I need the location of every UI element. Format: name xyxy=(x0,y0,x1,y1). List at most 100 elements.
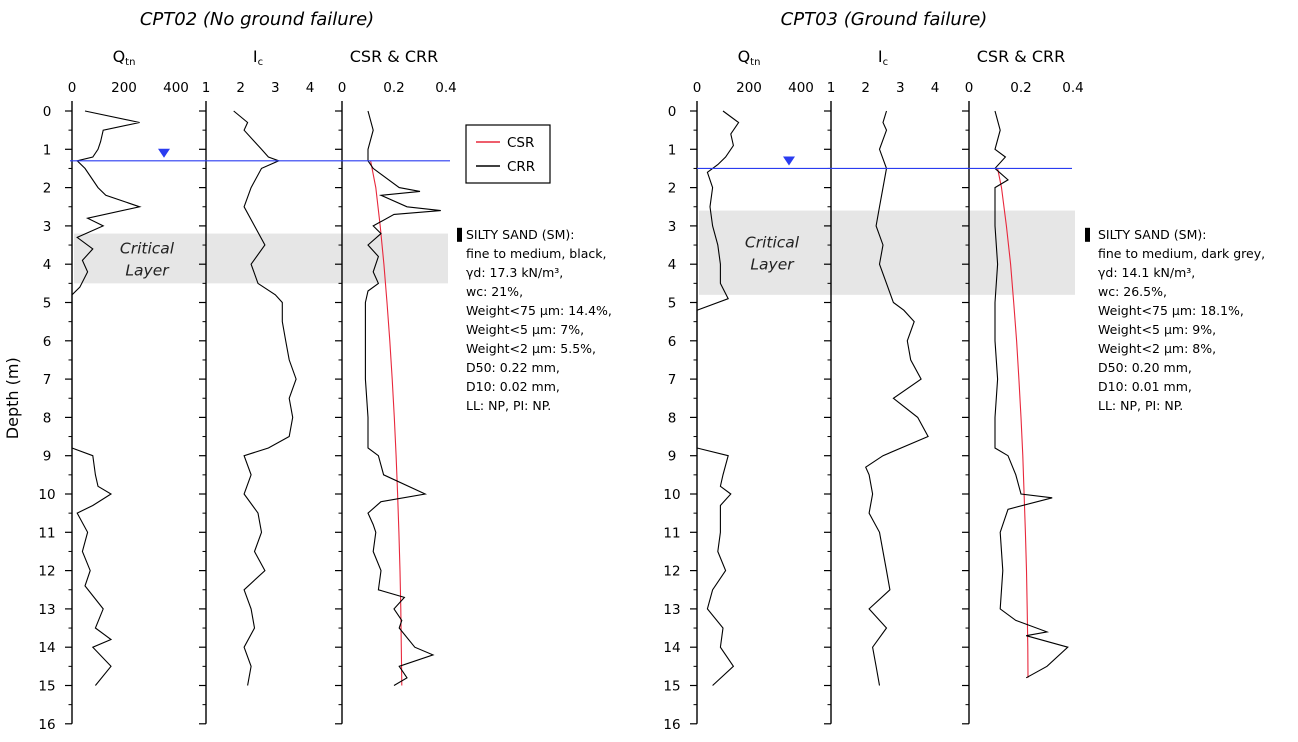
depth-tick-label: 5 xyxy=(668,296,677,312)
critical-layer-marker xyxy=(1085,227,1090,242)
depth-tick-label: 2 xyxy=(43,181,52,197)
panel-title-sub: c xyxy=(883,57,889,68)
depth-tick-label: 8 xyxy=(43,410,52,426)
soil-description-line: LL: NP, PI: NP. xyxy=(1098,398,1183,413)
depth-tick-label: 0 xyxy=(43,104,52,120)
depth-tick-label: 10 xyxy=(663,487,680,503)
soil-description-line: wc: 26.5%, xyxy=(1098,284,1167,299)
x-tick-label: 0.2 xyxy=(1010,80,1031,96)
chart-title: CPT02 (No ground failure) xyxy=(140,9,374,30)
depth-tick-label: 4 xyxy=(43,257,52,273)
y-axis-label: Depth (m) xyxy=(3,357,22,439)
soil-description-line: Weight<2 μm: 5.5%, xyxy=(466,341,596,356)
critical-layer-label: Critical xyxy=(120,239,175,257)
depth-tick-label: 5 xyxy=(43,296,52,312)
depth-tick-label: 16 xyxy=(663,717,680,733)
soil-description-line: Weight<5 μm: 9%, xyxy=(1098,322,1216,337)
x-tick-label: 2 xyxy=(861,80,870,96)
x-tick-label: 2 xyxy=(236,80,245,96)
depth-tick-label: 6 xyxy=(668,334,677,350)
x-tick-label: 0.4 xyxy=(1062,80,1083,96)
depth-tick-label: 11 xyxy=(663,525,680,541)
soil-description-line: SILTY SAND (SM): xyxy=(466,227,574,242)
x-tick-label: 0 xyxy=(68,80,77,96)
x-tick-label: 0.4 xyxy=(435,80,456,96)
soil-description-line: γd: 14.1 kN/m³, xyxy=(1098,265,1195,280)
depth-tick-label: 7 xyxy=(43,372,52,388)
critical-layer-label: Layer xyxy=(125,261,170,279)
depth-tick-label: 2 xyxy=(668,181,677,197)
soil-description-line: fine to medium, black, xyxy=(466,246,606,261)
depth-tick-label: 12 xyxy=(38,564,55,580)
x-tick-label: 0 xyxy=(693,80,702,96)
depth-tick-label: 4 xyxy=(668,257,677,273)
depth-tick-label: 12 xyxy=(663,564,680,580)
x-tick-label: 3 xyxy=(896,80,905,96)
depth-tick-label: 13 xyxy=(663,602,680,618)
data-line-qtn xyxy=(696,110,740,686)
cpt-group-1: CPT03 (Ground failure)CriticalLayer01234… xyxy=(663,9,1265,733)
soil-description-line: γd: 17.3 kN/m³, xyxy=(466,265,563,280)
soil-description-line: D50: 0.20 mm, xyxy=(1098,360,1192,375)
soil-description-line: D50: 0.22 mm, xyxy=(466,360,560,375)
depth-tick-label: 6 xyxy=(43,334,52,350)
critical-layer-label: Critical xyxy=(745,234,800,252)
critical-layer-marker xyxy=(457,227,462,242)
legend-label: CSR xyxy=(507,135,534,151)
depth-tick-label: 1 xyxy=(668,142,677,158)
legend-box xyxy=(465,124,551,184)
panel-title-sub: tn xyxy=(750,57,760,68)
depth-tick-label: 9 xyxy=(668,449,677,465)
depth-tick-label: 14 xyxy=(38,640,55,656)
x-tick-label: 400 xyxy=(163,80,189,96)
panel-title-main: Q xyxy=(113,47,126,66)
critical-layer-band xyxy=(699,210,1075,295)
depth-tick-label: 8 xyxy=(668,410,677,426)
depth-tick-label: 15 xyxy=(38,679,55,695)
critical-layer-band xyxy=(74,233,448,284)
soil-description-line: D10: 0.01 mm, xyxy=(1098,379,1192,394)
x-tick-label: 1 xyxy=(827,80,836,96)
depth-tick-label: 14 xyxy=(663,640,680,656)
panel-title-sub: c xyxy=(258,57,264,68)
panel-title-main: CSR & CRR xyxy=(350,47,439,66)
soil-description-line: Weight<75 μm: 18.1%, xyxy=(1098,303,1244,318)
soil-description-line: Weight<2 μm: 8%, xyxy=(1098,341,1216,356)
x-tick-label: 4 xyxy=(931,80,940,96)
x-tick-label: 0 xyxy=(338,80,347,96)
depth-tick-label: 3 xyxy=(43,219,52,235)
x-tick-label: 4 xyxy=(306,80,315,96)
x-tick-label: 400 xyxy=(788,80,814,96)
data-line-ic xyxy=(865,110,929,686)
x-tick-label: 1 xyxy=(202,80,211,96)
crr-line xyxy=(994,110,1069,679)
legend-label: CRR xyxy=(507,159,535,175)
water-table-marker-icon xyxy=(158,148,170,158)
x-tick-label: 0 xyxy=(965,80,974,96)
crr-line xyxy=(364,110,441,686)
panel-title: CSR & CRR xyxy=(350,47,439,66)
depth-tick-label: 16 xyxy=(38,717,55,733)
data-line-qtn xyxy=(71,110,142,686)
soil-description-line: D10: 0.02 mm, xyxy=(466,379,560,394)
csr-line xyxy=(997,168,1029,678)
depth-tick-label: 10 xyxy=(38,487,55,503)
depth-tick-label: 11 xyxy=(38,525,55,541)
depth-tick-label: 9 xyxy=(43,449,52,465)
soil-description-line: Weight<75 μm: 14.4%, xyxy=(466,303,612,318)
panel-title-main: I xyxy=(253,47,258,66)
data-line-ic xyxy=(233,110,297,686)
depth-tick-label: 7 xyxy=(668,372,677,388)
depth-tick-label: 0 xyxy=(668,104,677,120)
critical-layer-label: Layer xyxy=(750,256,795,274)
water-table-marker-icon xyxy=(783,156,795,166)
soil-description-line: LL: NP, PI: NP. xyxy=(466,398,551,413)
cpt-group-0: CPT02 (No ground failure) Critical Layer 0 1… xyxy=(3,9,612,733)
panel-title-main: I xyxy=(878,47,883,66)
x-tick-label: 3 xyxy=(271,80,280,96)
panel-title: Qtn xyxy=(113,47,136,68)
depth-tick-label: 3 xyxy=(668,219,677,235)
soil-description-line: wc: 21%, xyxy=(466,284,523,299)
soil-description-line: Weight<5 μm: 7%, xyxy=(466,322,584,337)
